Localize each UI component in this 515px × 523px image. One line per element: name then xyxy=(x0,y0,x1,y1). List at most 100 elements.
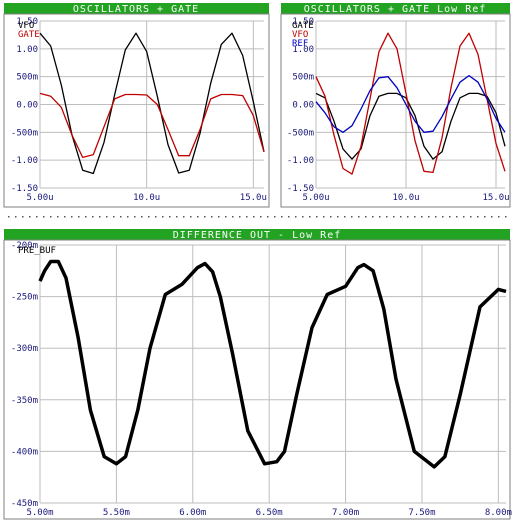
separator-dot xyxy=(15,216,17,218)
separator-dot xyxy=(127,216,129,218)
separator-dot xyxy=(29,216,31,218)
y-tick-label: 0.00 xyxy=(16,101,38,111)
separator-dot xyxy=(470,216,472,218)
separator-dot xyxy=(57,216,59,218)
x-tick-label: 5.50m xyxy=(103,508,130,518)
panel-oscillators-gate-low-ref: OSCILLATORS + GATE Low Ref 5.00u 10.0u 15.… xyxy=(280,3,511,208)
separator-dot xyxy=(344,216,346,218)
x-tick-label: 15.0u xyxy=(482,193,509,203)
legend-entry: VFO xyxy=(292,30,308,40)
separator-dot xyxy=(365,216,367,218)
x-tick-label: 15.0u xyxy=(240,193,267,203)
y-tick-label: 1.50 xyxy=(16,17,38,27)
panel-title-bar xyxy=(4,3,269,14)
y-tick-label: 500m xyxy=(16,73,38,83)
separator-dot xyxy=(43,216,45,218)
separator-dot xyxy=(351,216,353,218)
separator-dot xyxy=(218,216,220,218)
separator-dot xyxy=(414,216,416,218)
separator-dot xyxy=(106,216,108,218)
separator-dot xyxy=(120,216,122,218)
separator-dot xyxy=(407,216,409,218)
legend-entry: VFO xyxy=(18,21,34,31)
x-tick-label: 6.00m xyxy=(179,508,206,518)
separator-dot xyxy=(379,216,381,218)
y-tick-label: -300m xyxy=(11,344,38,354)
separator-dot xyxy=(281,216,283,218)
separator-dot xyxy=(260,216,262,218)
x-tick-label: 10.0u xyxy=(392,193,419,203)
series-line-pre-buf xyxy=(38,259,507,469)
panel-frame xyxy=(3,239,511,520)
separator-dot xyxy=(36,216,38,218)
separator-dot xyxy=(246,216,248,218)
y-tick-label: -350m xyxy=(11,396,38,406)
series-line-vfo xyxy=(315,32,506,175)
y-tick-label: 1.00 xyxy=(16,45,38,55)
separator-dot xyxy=(71,216,73,218)
legend-entry: PRE_BUF xyxy=(18,246,56,256)
separator-dot xyxy=(372,216,374,218)
separator-dot xyxy=(456,216,458,218)
x-tick-label: 5.00m xyxy=(26,508,53,518)
separator-dot xyxy=(113,216,115,218)
separator-dot xyxy=(267,216,269,218)
panel-frame xyxy=(3,13,270,208)
separator-dot xyxy=(358,216,360,218)
separator-dot xyxy=(449,216,451,218)
separator-dot xyxy=(386,216,388,218)
separator-dot xyxy=(50,216,52,218)
panel-title-bar xyxy=(281,3,510,14)
separator-dot xyxy=(463,216,465,218)
separator-dot xyxy=(64,216,66,218)
separator-dot xyxy=(169,216,171,218)
separator-dot xyxy=(176,216,178,218)
separator-dot xyxy=(295,216,297,218)
y-tick-label: 1.50 xyxy=(292,17,314,27)
y-tick-label: -250m xyxy=(11,293,38,303)
separator-dot xyxy=(421,216,423,218)
separator-dot xyxy=(253,216,255,218)
x-tick-label: 5.00u xyxy=(302,193,329,203)
y-tick-label: -1.00 xyxy=(287,156,314,166)
x-tick-label: 7.00m xyxy=(332,508,359,518)
legend-entry: GATE xyxy=(292,21,314,31)
separator-dot xyxy=(134,216,136,218)
series-line-gate xyxy=(39,92,265,159)
separator-dot xyxy=(8,216,10,218)
separator-dot xyxy=(239,216,241,218)
separator-dot xyxy=(274,216,276,218)
panel-frame xyxy=(280,13,511,208)
separator-dot xyxy=(428,216,430,218)
series-line-gate xyxy=(315,92,506,160)
chart-title: OSCILLATORS + GATE Low Ref xyxy=(304,4,487,15)
x-tick-label: 6.50m xyxy=(256,508,283,518)
separator-dot xyxy=(288,216,290,218)
separator-dot xyxy=(162,216,164,218)
y-tick-label: 0.00 xyxy=(292,101,314,111)
y-tick-label: -500m xyxy=(287,128,314,138)
separator-dot xyxy=(197,216,199,218)
x-tick-label: 8.00m xyxy=(485,508,512,518)
panel-difference-out: DIFFERENCE OUT - Low Ref 5.00m 5.50m 6.00m… xyxy=(3,229,512,520)
chart-title: DIFFERENCE OUT - Low Ref xyxy=(173,230,342,241)
separator-dot xyxy=(22,216,24,218)
separator-dot xyxy=(309,216,311,218)
y-tick-label: 500m xyxy=(292,73,314,83)
separator-dot xyxy=(323,216,325,218)
separator-dot xyxy=(302,216,304,218)
plot-area: 5.00m 5.50m 6.00m 6.50m 7.00m 7.50m 8.00m -200m… xyxy=(11,241,512,518)
separator-dot xyxy=(78,216,80,218)
separator-dot xyxy=(148,216,150,218)
x-tick-label: 5.00u xyxy=(26,193,53,203)
separator-dot xyxy=(400,216,402,218)
y-tick-label: -450m xyxy=(11,499,38,509)
panel-title-bar xyxy=(4,229,510,240)
separator-dot xyxy=(393,216,395,218)
separator-dot xyxy=(99,216,101,218)
y-tick-label: -500m xyxy=(11,128,38,138)
separator-dot xyxy=(183,216,185,218)
chart-title: OSCILLATORS + GATE xyxy=(73,4,199,15)
y-tick-label: -200m xyxy=(11,241,38,251)
